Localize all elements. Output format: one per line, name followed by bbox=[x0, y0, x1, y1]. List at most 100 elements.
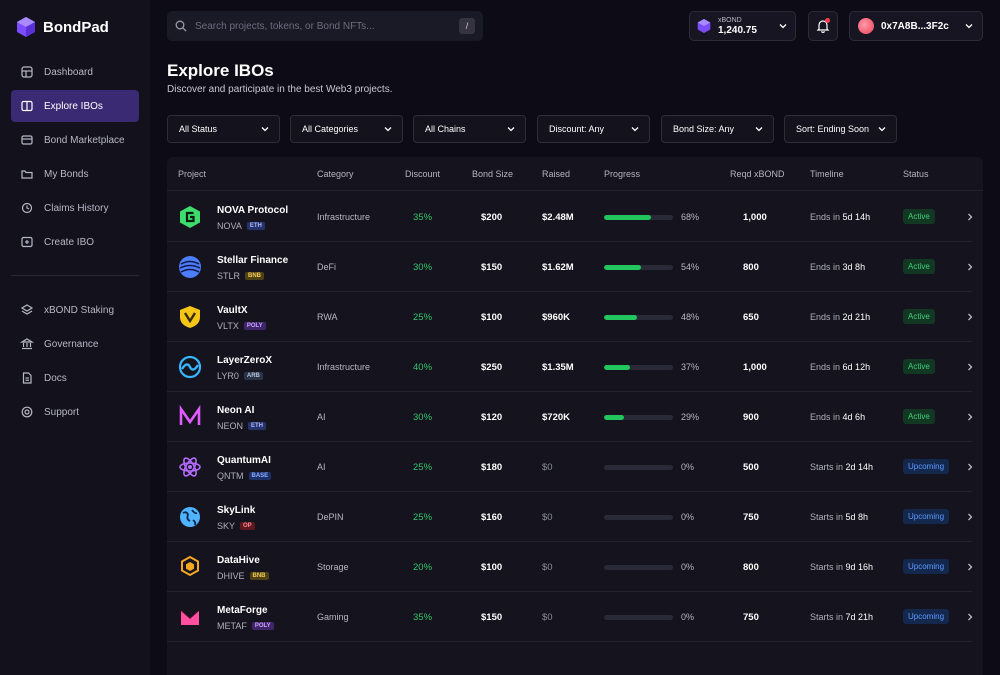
project-name[interactable]: VaultX bbox=[217, 305, 248, 316]
table-row[interactable]: MetaForge METAF POLY Gaming 35% $150 $0 … bbox=[167, 592, 974, 642]
search-input[interactable] bbox=[195, 20, 451, 32]
history-icon bbox=[21, 202, 33, 214]
chevron-right-icon[interactable] bbox=[966, 462, 974, 472]
filter-all-status[interactable]: All Status bbox=[167, 115, 280, 143]
timeline-prefix: Starts in bbox=[810, 562, 844, 572]
chevron-right-icon[interactable] bbox=[966, 612, 974, 622]
chevron-down-icon bbox=[779, 24, 787, 29]
timeline: Starts in 2d 14h bbox=[810, 462, 873, 472]
chevron-right-icon[interactable] bbox=[966, 312, 974, 322]
column-header-project[interactable]: Project bbox=[178, 169, 207, 179]
filter-sort-ending-soon[interactable]: Sort: Ending Soon bbox=[784, 115, 897, 143]
project-raised: $960K bbox=[542, 312, 570, 323]
project-bond-size: $100 bbox=[481, 562, 503, 573]
chevron-down-icon bbox=[878, 127, 886, 132]
notifications-button[interactable] bbox=[808, 11, 838, 41]
table-row[interactable]: QuantumAI QNTM BASE AI 25% $180 $0 0% 50… bbox=[167, 442, 974, 492]
progress-bar-fill bbox=[604, 215, 651, 220]
layerzerox-logo-icon bbox=[178, 355, 202, 379]
column-header-discount[interactable]: Discount bbox=[405, 169, 441, 179]
table-row[interactable]: VaultX VLTX POLY RWA 25% $100 $960K 48% … bbox=[167, 292, 974, 342]
table-row[interactable]: SkyLink SKY OP DePIN 25% $160 $0 0% 750 … bbox=[167, 492, 974, 542]
filter-label: All Categories bbox=[302, 124, 359, 134]
sidebar-item-create-ibo[interactable]: Create IBO bbox=[11, 226, 139, 258]
sidebar-item-bond-marketplace[interactable]: Bond Marketplace bbox=[11, 124, 139, 156]
project-category: Infrastructure bbox=[317, 362, 371, 372]
column-header-progress[interactable]: Progress bbox=[604, 169, 641, 179]
timeline-prefix: Ends in bbox=[810, 412, 841, 422]
lifebuoy-icon bbox=[21, 406, 33, 418]
project-ticker-group: METAF POLY bbox=[217, 621, 274, 631]
project-ticker: LYR0 bbox=[217, 371, 239, 381]
filter-all-chains[interactable]: All Chains bbox=[413, 115, 526, 143]
timeline-prefix: Ends in bbox=[810, 312, 841, 322]
sidebar-item-explore-ibos[interactable]: Explore IBOs bbox=[11, 90, 139, 122]
project-name[interactable]: MetaForge bbox=[217, 605, 268, 616]
sidebar-item-dashboard[interactable]: Dashboard bbox=[11, 56, 139, 88]
timeline-prefix: Starts in bbox=[810, 512, 844, 522]
search-shortcut-badge: / bbox=[459, 18, 475, 34]
table-row[interactable]: Neon AI NEON ETH AI 30% $120 $720K 29% 9… bbox=[167, 392, 974, 442]
required-xbond: 650 bbox=[743, 312, 759, 323]
table-row[interactable]: DataHive DHIVE BNB Storage 20% $100 $0 0… bbox=[167, 542, 974, 592]
plus-square-icon bbox=[21, 236, 33, 248]
sidebar-item-xbond-staking[interactable]: xBOND Staking bbox=[11, 294, 139, 326]
sidebar-item-label: xBOND Staking bbox=[44, 304, 115, 316]
sidebar-item-my-bonds[interactable]: My Bonds bbox=[11, 158, 139, 190]
project-category: DePIN bbox=[317, 512, 344, 522]
progress-percent: 0% bbox=[681, 562, 695, 572]
chevron-right-icon[interactable] bbox=[966, 212, 974, 222]
xbond-balance[interactable]: xBOND 1,240.75 bbox=[689, 11, 796, 41]
sidebar-item-label: Create IBO bbox=[44, 236, 95, 248]
project-name[interactable]: SkyLink bbox=[217, 505, 256, 516]
bank-icon bbox=[20, 338, 34, 350]
column-header-status[interactable]: Status bbox=[903, 169, 929, 179]
table-row[interactable]: LayerZeroX LYR0 ARB Infrastructure 40% $… bbox=[167, 342, 974, 392]
wallet-button[interactable]: 0x7A8B...3F2c bbox=[849, 11, 983, 41]
chevron-right-icon[interactable] bbox=[966, 562, 974, 572]
progress-bar bbox=[604, 315, 673, 320]
chevron-right-icon[interactable] bbox=[966, 412, 974, 422]
progress-bar bbox=[604, 515, 673, 520]
app-logo[interactable]: BondPad bbox=[16, 16, 109, 38]
project-category: Storage bbox=[317, 562, 349, 572]
sidebar-item-label: Docs bbox=[44, 372, 67, 384]
search-bar[interactable]: / bbox=[167, 11, 483, 41]
project-discount: 35% bbox=[413, 612, 433, 623]
filter-discount-any[interactable]: Discount: Any bbox=[537, 115, 650, 143]
filter-all-categories[interactable]: All Categories bbox=[290, 115, 403, 143]
table-row[interactable]: Stellar Finance STLR BNB DeFi 30% $150 $… bbox=[167, 242, 974, 292]
project-discount: 20% bbox=[413, 562, 433, 573]
status-badge: Active bbox=[903, 309, 935, 324]
book-icon bbox=[21, 100, 33, 112]
project-name[interactable]: DataHive bbox=[217, 555, 260, 566]
project-name[interactable]: LayerZeroX bbox=[217, 355, 273, 366]
project-name[interactable]: QuantumAI bbox=[217, 455, 271, 466]
project-name[interactable]: NOVA Protocol bbox=[217, 205, 289, 216]
project-ticker: SKY bbox=[217, 521, 236, 531]
filter-bond-size-any[interactable]: Bond Size: Any bbox=[661, 115, 774, 143]
chevron-right-icon[interactable] bbox=[966, 262, 974, 272]
project-ticker-group: STLR BNB bbox=[217, 271, 265, 281]
sidebar-item-claims-history[interactable]: Claims History bbox=[11, 192, 139, 224]
project-name[interactable]: Neon AI bbox=[217, 405, 255, 416]
sidebar-item-governance[interactable]: Governance bbox=[11, 328, 139, 360]
sidebar-item-label: My Bonds bbox=[44, 168, 89, 180]
chevron-right-icon[interactable] bbox=[966, 512, 974, 522]
column-header-reqd-xbond[interactable]: Reqd xBOND bbox=[730, 169, 785, 179]
sidebar-item-support[interactable]: Support bbox=[11, 396, 139, 428]
project-name[interactable]: Stellar Finance bbox=[217, 255, 289, 266]
chevron-right-icon[interactable] bbox=[966, 362, 974, 372]
project-category: Infrastructure bbox=[317, 212, 371, 222]
column-header-timeline[interactable]: Timeline bbox=[810, 169, 844, 179]
chevron-down-icon bbox=[507, 127, 515, 132]
timeline: Ends in 3d 8h bbox=[810, 262, 865, 272]
column-header-bond-size[interactable]: Bond Size bbox=[472, 169, 514, 179]
progress-bar bbox=[604, 265, 673, 270]
sidebar-item-docs[interactable]: Docs bbox=[11, 362, 139, 394]
chain-badge: POLY bbox=[243, 322, 266, 330]
column-header-category[interactable]: Category bbox=[317, 169, 354, 179]
column-header-raised[interactable]: Raised bbox=[542, 169, 571, 179]
table-row[interactable]: NOVA Protocol NOVA ETH Infrastructure 35… bbox=[167, 192, 974, 242]
status-badge: Active bbox=[903, 259, 935, 274]
